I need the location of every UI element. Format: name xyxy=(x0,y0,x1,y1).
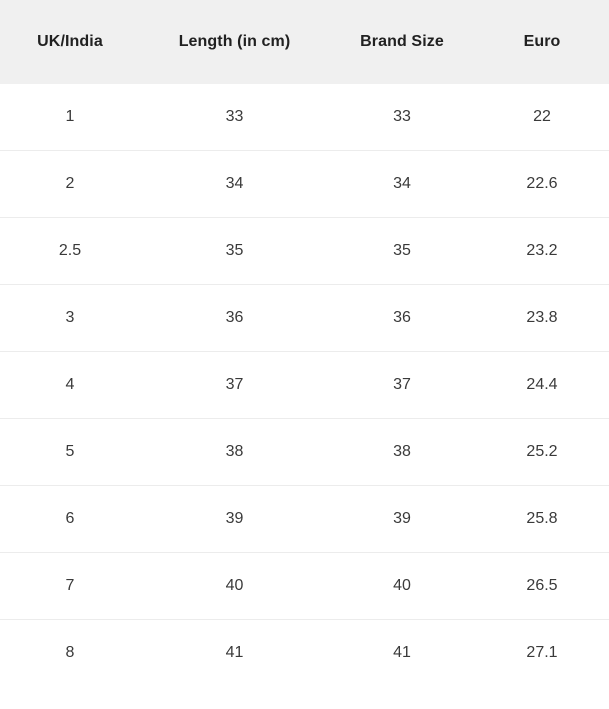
column-header-brand-size: Brand Size xyxy=(329,0,475,84)
column-header-euro: Euro xyxy=(475,0,609,84)
cell-length-cm: 41 xyxy=(140,619,329,686)
cell-brand-size: 40 xyxy=(329,552,475,620)
cell-brand-size: 38 xyxy=(329,418,475,486)
table-row: 3 36 36 23.8 xyxy=(0,284,609,352)
column-header-length-cm: Length (in cm) xyxy=(140,0,329,84)
cell-brand-size: 34 xyxy=(329,150,475,218)
cell-uk-india: 2 xyxy=(0,150,140,218)
table-row: 6 39 39 25.8 xyxy=(0,485,609,553)
cell-euro: 25.8 xyxy=(475,485,609,553)
table-row: 4 37 37 24.4 xyxy=(0,351,609,419)
table-row: 8 41 41 27.1 xyxy=(0,619,609,686)
cell-uk-india: 3 xyxy=(0,284,140,352)
cell-euro: 23.2 xyxy=(475,217,609,285)
cell-uk-india: 1 xyxy=(0,84,140,151)
cell-length-cm: 40 xyxy=(140,552,329,620)
cell-brand-size: 33 xyxy=(329,84,475,151)
cell-euro: 22 xyxy=(475,84,609,151)
cell-length-cm: 38 xyxy=(140,418,329,486)
cell-length-cm: 39 xyxy=(140,485,329,553)
cell-uk-india: 4 xyxy=(0,351,140,419)
cell-euro: 26.5 xyxy=(475,552,609,620)
cell-brand-size: 36 xyxy=(329,284,475,352)
table-row: 2 34 34 22.6 xyxy=(0,150,609,218)
cell-euro: 24.4 xyxy=(475,351,609,419)
cell-brand-size: 37 xyxy=(329,351,475,419)
header-row: UK/India Length (in cm) Brand Size Euro xyxy=(0,0,609,84)
table-row: 2.5 35 35 23.2 xyxy=(0,217,609,285)
cell-uk-india: 5 xyxy=(0,418,140,486)
cell-length-cm: 36 xyxy=(140,284,329,352)
cell-euro: 23.8 xyxy=(475,284,609,352)
size-conversion-table: UK/India Length (in cm) Brand Size Euro … xyxy=(0,0,609,686)
cell-uk-india: 2.5 xyxy=(0,217,140,285)
cell-euro: 22.6 xyxy=(475,150,609,218)
table-header: UK/India Length (in cm) Brand Size Euro xyxy=(0,0,609,84)
cell-length-cm: 37 xyxy=(140,351,329,419)
cell-length-cm: 35 xyxy=(140,217,329,285)
cell-brand-size: 41 xyxy=(329,619,475,686)
cell-uk-india: 6 xyxy=(0,485,140,553)
table-row: 5 38 38 25.2 xyxy=(0,418,609,486)
cell-euro: 25.2 xyxy=(475,418,609,486)
table-body: 1 33 33 22 2 34 34 22.6 2.5 35 35 23.2 3… xyxy=(0,84,609,686)
cell-length-cm: 34 xyxy=(140,150,329,218)
table-row: 1 33 33 22 xyxy=(0,84,609,151)
table-row: 7 40 40 26.5 xyxy=(0,552,609,620)
cell-length-cm: 33 xyxy=(140,84,329,151)
cell-euro: 27.1 xyxy=(475,619,609,686)
cell-uk-india: 8 xyxy=(0,619,140,686)
column-header-uk-india: UK/India xyxy=(0,0,140,84)
cell-brand-size: 35 xyxy=(329,217,475,285)
cell-brand-size: 39 xyxy=(329,485,475,553)
cell-uk-india: 7 xyxy=(0,552,140,620)
